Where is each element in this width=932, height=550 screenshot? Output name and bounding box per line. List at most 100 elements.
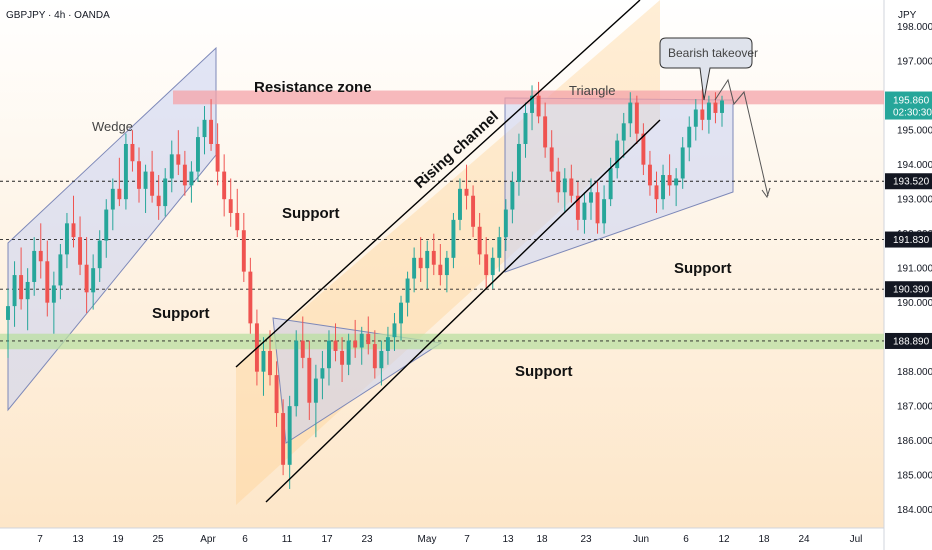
candle-body [661, 175, 666, 200]
price-tick-label: 195.000 [897, 126, 932, 137]
candle-body [464, 188, 469, 196]
candle-body [700, 109, 705, 120]
candle-body [471, 195, 476, 227]
candle-body [536, 95, 541, 117]
candle-body [615, 140, 620, 169]
time-tick-label: 25 [152, 534, 164, 545]
candle-body [202, 119, 207, 138]
candle-body [385, 337, 390, 351]
time-tick-label: 7 [464, 534, 470, 545]
candle-body [412, 257, 417, 279]
candle-body [589, 192, 593, 203]
price-tag-label: 188.890 [893, 336, 930, 347]
candle-body [195, 137, 200, 172]
projection-path [714, 78, 769, 197]
triangle-shape-left [272, 317, 443, 444]
candle-body [110, 188, 115, 210]
candle-body [235, 212, 240, 231]
candle-body [25, 281, 30, 300]
price-tag-p191830 [885, 231, 932, 248]
candle-body [477, 226, 482, 255]
candle-body [78, 237, 83, 265]
candle-body [575, 195, 580, 220]
candle-body [19, 275, 24, 300]
candle-body [51, 285, 56, 303]
candle-body [628, 102, 633, 124]
time-tick-label: Apr [200, 534, 216, 545]
candle-body [327, 340, 331, 369]
candle-body [137, 161, 141, 189]
candle-body [595, 192, 600, 224]
candle-body [379, 350, 384, 369]
zone-support [0, 333, 884, 350]
time-axis-background [0, 528, 884, 550]
candle-body [97, 240, 102, 269]
time-tick-label: 11 [282, 534, 293, 545]
candle-body [222, 171, 227, 200]
time-tick-label: 6 [683, 534, 689, 545]
rising-channel-upper-line [235, 0, 641, 368]
zone-resistance [173, 90, 884, 105]
candle-body [405, 278, 410, 303]
candle-body [71, 223, 76, 238]
candle-body [215, 143, 220, 172]
candle-body [300, 340, 305, 358]
time-tick-label: 13 [502, 534, 514, 545]
candle-body [6, 306, 10, 320]
time-tick-label: Jul [850, 534, 863, 545]
price-tick-label: 193.000 [897, 195, 932, 206]
candle-body [451, 219, 456, 258]
candle-body [503, 209, 508, 238]
price-tick-label: 188.000 [897, 367, 932, 378]
price-tick-label: 198.000 [897, 22, 932, 33]
candle-body [497, 237, 502, 258]
candle-body [621, 123, 626, 141]
candle-body [647, 164, 652, 186]
candle-body [307, 357, 312, 403]
candle-body [12, 275, 17, 307]
candle-body [169, 154, 174, 179]
projection-arrow-head [761, 187, 771, 199]
candle-body [543, 116, 548, 148]
time-tick-label: May [418, 534, 437, 545]
bearish-takeover-label: Bearish takeover [668, 46, 758, 60]
candle-body [458, 188, 462, 220]
candle-body [654, 185, 659, 200]
price-tag-label: 190.390 [893, 285, 930, 296]
candle-body [340, 350, 345, 365]
time-tick-label: 23 [361, 534, 373, 545]
symbol-header: GBPJPY · 4h · OANDA [6, 10, 110, 21]
current-price-tag [885, 91, 932, 120]
time-tick-label: 13 [72, 534, 84, 545]
candle-body [346, 340, 351, 365]
price-tick-label: 185.000 [897, 471, 932, 482]
candle-body [444, 257, 449, 276]
wedge-label: Wedge [92, 119, 133, 134]
price-tick-label: 187.000 [897, 402, 932, 413]
candle-body [687, 126, 692, 148]
candle-body [261, 350, 266, 372]
candle-body [38, 250, 43, 262]
candle-body [32, 250, 37, 282]
candle-body [209, 119, 214, 144]
candle-body [104, 209, 109, 241]
price-tag-p193520 [885, 173, 932, 190]
price-tick-label: 191.000 [897, 264, 932, 275]
currency-label: JPY [898, 10, 917, 21]
support-label-3: Support [674, 260, 732, 277]
candle-body [64, 223, 69, 255]
price-tick-label: 184.000 [897, 505, 932, 516]
candle-body [287, 406, 292, 465]
candle-body [510, 181, 515, 210]
candle-body [641, 133, 646, 165]
candle-body [516, 143, 521, 182]
candle-body [720, 100, 724, 113]
candle-body [130, 143, 135, 162]
candle-body [634, 102, 639, 134]
candle-body [556, 171, 561, 193]
candle-body [176, 154, 181, 165]
resistance-zone-label: Resistance zone [254, 79, 372, 96]
time-tick-label: 19 [112, 534, 124, 545]
current-price-value: 195.860 [893, 96, 930, 107]
